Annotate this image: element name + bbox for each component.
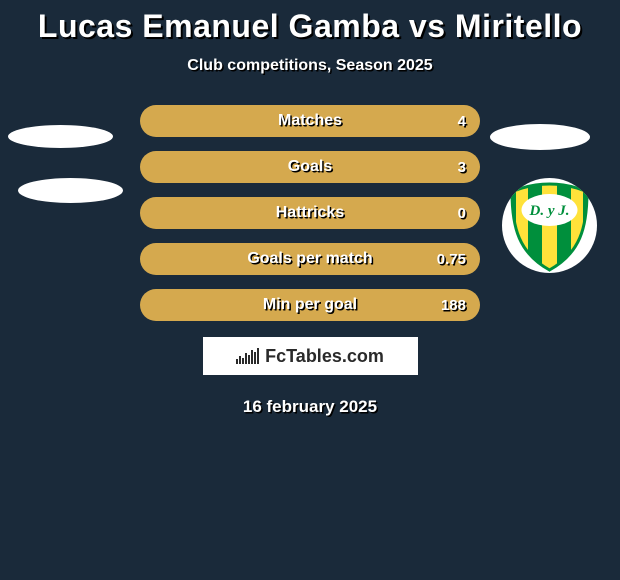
stat-label: Goals — [140, 151, 480, 183]
stat-value-right: 3 — [458, 151, 466, 183]
bar-chart-icon — [236, 348, 259, 364]
stat-value-right: 188 — [441, 289, 466, 321]
stat-value-right: 4 — [458, 105, 466, 137]
date-label: 16 february 2025 — [0, 397, 620, 417]
stat-row: Hattricks0 — [140, 197, 480, 229]
stat-label: Min per goal — [140, 289, 480, 321]
stat-row: Matches4 — [140, 105, 480, 137]
stat-value-right: 0 — [458, 197, 466, 229]
stat-label: Matches — [140, 105, 480, 137]
stat-label: Goals per match — [140, 243, 480, 275]
stat-label: Hattricks — [140, 197, 480, 229]
logo-text: FcTables.com — [265, 346, 384, 367]
fctables-logo: FcTables.com — [203, 337, 418, 375]
stat-row: Goals3 — [140, 151, 480, 183]
stat-row: Min per goal188 — [140, 289, 480, 321]
comparison-card: Lucas Emanuel Gamba vs Miritello Club co… — [0, 0, 620, 580]
subtitle: Club competitions, Season 2025 — [0, 57, 620, 75]
stat-bars: Matches4Goals3Hattricks0Goals per match0… — [0, 105, 620, 321]
stat-row: Goals per match0.75 — [140, 243, 480, 275]
stat-value-right: 0.75 — [437, 243, 466, 275]
page-title: Lucas Emanuel Gamba vs Miritello — [0, 8, 620, 45]
